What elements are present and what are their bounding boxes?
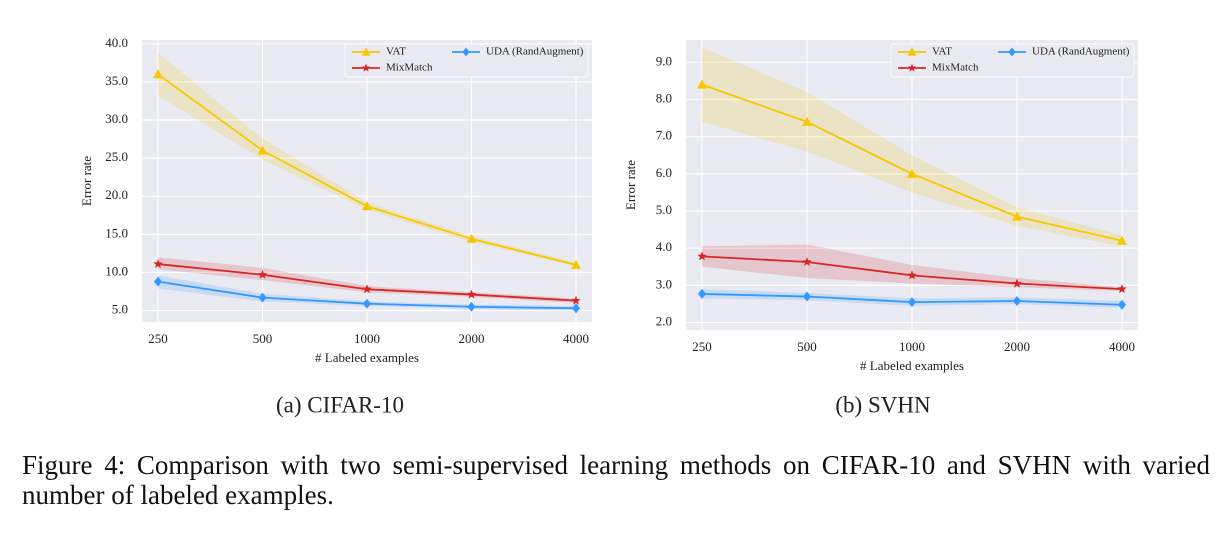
marker — [153, 259, 163, 269]
subcaption: (a) CIFAR-10 — [276, 392, 404, 417]
marker — [697, 79, 707, 89]
marker — [571, 295, 581, 305]
x-tick-label: 4000 — [563, 331, 589, 346]
marker — [153, 69, 163, 79]
legend-label: UDA (RandAugment) — [1032, 46, 1130, 58]
legend-box — [344, 43, 589, 78]
legend-marker — [1008, 47, 1016, 57]
marker — [362, 201, 372, 211]
y-tick-label: 8.0 — [656, 90, 672, 105]
marker — [697, 251, 707, 261]
marker — [908, 297, 916, 308]
x-tick-label: 2000 — [459, 331, 485, 346]
marker — [362, 284, 372, 294]
x-tick-label: 2000 — [1004, 339, 1030, 354]
marker — [698, 288, 706, 299]
x-tick-label: 1000 — [899, 339, 925, 354]
x-tick-label: 250 — [692, 339, 712, 354]
y-tick-label: 5.0 — [112, 302, 128, 317]
marker — [467, 301, 476, 312]
y-tick-label: 40.0 — [105, 35, 128, 50]
y-tick-label: 4.0 — [656, 239, 672, 254]
legend-label: MixMatch — [932, 62, 979, 74]
y-axis-label: Error rate — [79, 156, 94, 206]
marker — [257, 145, 268, 155]
x-tick-label: 1000 — [354, 331, 380, 346]
legend-label: MixMatch — [386, 62, 433, 74]
x-tick-label: 500 — [797, 339, 817, 354]
marker — [907, 270, 917, 280]
x-tick-label: 250 — [148, 331, 168, 346]
marker — [802, 116, 812, 126]
y-tick-label: 7.0 — [656, 128, 672, 143]
y-tick-label: 30.0 — [105, 111, 128, 126]
legend-marker — [462, 47, 470, 57]
x-axis-label: # Labeled examples — [860, 358, 964, 373]
y-tick-label: 5.0 — [656, 202, 672, 217]
marker — [1012, 278, 1022, 288]
marker — [466, 289, 477, 299]
marker — [571, 259, 581, 269]
error-band — [702, 47, 1122, 247]
y-tick-label: 3.0 — [656, 276, 672, 291]
figure: 5.0 10.0 15.0 20.0 25.0 30.0 35.0 40.0 250 500 100… — [79, 35, 1138, 417]
y-axis-label: Error rate — [623, 160, 638, 210]
x-tick-label: 4000 — [1109, 339, 1135, 354]
marker — [572, 303, 580, 314]
legend-label: VAT — [386, 46, 406, 58]
y-tick-label: 9.0 — [656, 53, 672, 68]
error-band — [158, 257, 576, 303]
y-tick-label: 20.0 — [105, 187, 128, 202]
y-tick-label: 35.0 — [105, 73, 128, 88]
legend-marker — [907, 47, 917, 56]
legend-label: UDA (RandAugment) — [486, 46, 584, 58]
marker — [802, 256, 812, 267]
marker — [154, 276, 162, 287]
y-tick-label: 10.0 — [105, 263, 128, 278]
legend-marker — [907, 63, 917, 72]
marker — [803, 291, 811, 302]
marker — [1117, 235, 1127, 245]
marker — [907, 168, 917, 178]
marker — [257, 269, 268, 279]
marker — [363, 298, 371, 309]
legend-label: VAT — [932, 46, 952, 58]
marker — [1013, 296, 1021, 306]
subcaption: (b) SVHN — [835, 392, 931, 417]
x-axis-label: # Labeled examples — [315, 350, 419, 365]
x-tick-label: 500 — [253, 331, 273, 346]
marker — [1117, 284, 1127, 294]
marker — [1118, 299, 1126, 310]
legend-marker — [361, 63, 371, 72]
y-tick-label: 6.0 — [656, 165, 672, 180]
y-tick-label: 2.0 — [656, 314, 672, 329]
figure-caption: Figure 4: Comparison with two semi-super… — [22, 450, 1210, 510]
legend-marker — [361, 47, 371, 56]
marker — [1012, 211, 1022, 221]
y-tick-label: 15.0 — [105, 225, 128, 240]
legend-box — [890, 43, 1135, 78]
y-tick-label: 25.0 — [105, 149, 128, 164]
marker — [258, 292, 267, 303]
marker — [466, 233, 477, 243]
